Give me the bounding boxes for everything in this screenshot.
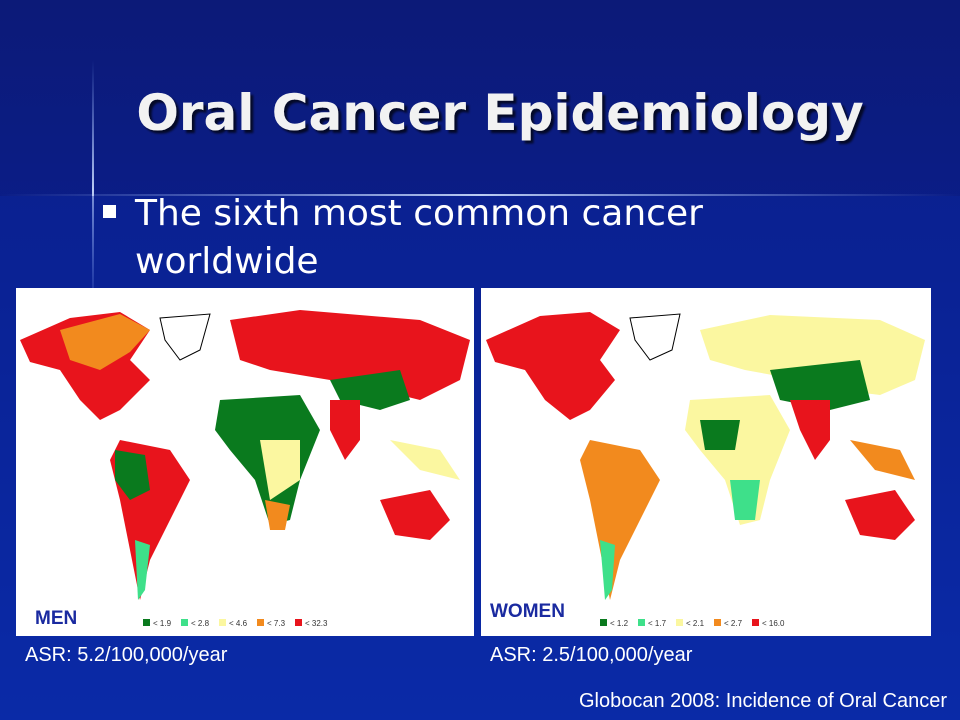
legend-label: < 2.7 xyxy=(724,619,743,628)
region xyxy=(629,313,681,361)
legend-swatch xyxy=(752,619,759,626)
bullet-text: worldwide xyxy=(135,241,319,282)
legend-label: < 1.9 xyxy=(153,619,172,628)
region xyxy=(115,450,150,500)
legend-swatch xyxy=(257,619,264,626)
region xyxy=(790,400,830,460)
legend-label: < 4.6 xyxy=(229,619,248,628)
legend-swatch xyxy=(600,619,607,626)
region xyxy=(845,490,915,540)
region xyxy=(380,490,450,540)
region xyxy=(486,312,620,420)
legend-swatch xyxy=(676,619,683,626)
legend-swatch xyxy=(181,619,188,626)
region xyxy=(330,400,360,460)
legend-label: < 2.1 xyxy=(686,619,705,628)
legend-label: < 32.3 xyxy=(305,619,328,628)
region xyxy=(700,420,740,450)
region xyxy=(135,540,150,600)
slide-title: Oral Cancer Epidemiology xyxy=(136,84,863,142)
legend-label: < 1.7 xyxy=(648,619,667,628)
region xyxy=(730,480,760,520)
region xyxy=(700,315,925,395)
source-text: Globocan 2008: Incidence of Oral Cancer xyxy=(579,690,947,712)
region xyxy=(159,313,211,361)
legend-swatch xyxy=(219,619,226,626)
legend-swatch xyxy=(638,619,645,626)
region xyxy=(770,360,870,410)
decor-line xyxy=(92,60,94,320)
bullet-marker xyxy=(103,205,116,218)
map-men: MEN < 1.9 < 2.8 < 4.6 < 7.3 < 32.3 xyxy=(16,288,474,636)
map-women: WOMEN < 1.2 < 1.7 < 2.1 < 2.7 < 16.0 xyxy=(481,288,931,636)
legend-swatch xyxy=(295,619,302,626)
legend-label: < 7.3 xyxy=(267,619,286,628)
region xyxy=(260,440,300,500)
legend-label: < 2.8 xyxy=(191,619,210,628)
legend-swatch xyxy=(143,619,150,626)
region xyxy=(60,314,150,370)
legend: < 1.2 < 1.7 < 2.1 < 2.7 < 16.0 xyxy=(600,619,785,628)
region xyxy=(850,440,915,480)
region xyxy=(580,440,660,600)
asr-text: ASR: 5.2/100,000/year xyxy=(25,644,228,666)
legend-label: < 1.2 xyxy=(610,619,629,628)
region xyxy=(230,310,470,400)
legend: < 1.9 < 2.8 < 4.6 < 7.3 < 32.3 xyxy=(143,619,328,628)
map-label: WOMEN xyxy=(490,601,565,622)
decor-line xyxy=(0,194,960,196)
legend-label: < 16.0 xyxy=(762,619,785,628)
map-label: MEN xyxy=(35,608,77,629)
region xyxy=(265,500,290,530)
legend-swatch xyxy=(714,619,721,626)
region xyxy=(390,440,460,480)
region xyxy=(600,540,615,600)
bullet-text: The sixth most common cancer xyxy=(134,193,703,234)
asr-text: ASR: 2.5/100,000/year xyxy=(490,644,693,666)
